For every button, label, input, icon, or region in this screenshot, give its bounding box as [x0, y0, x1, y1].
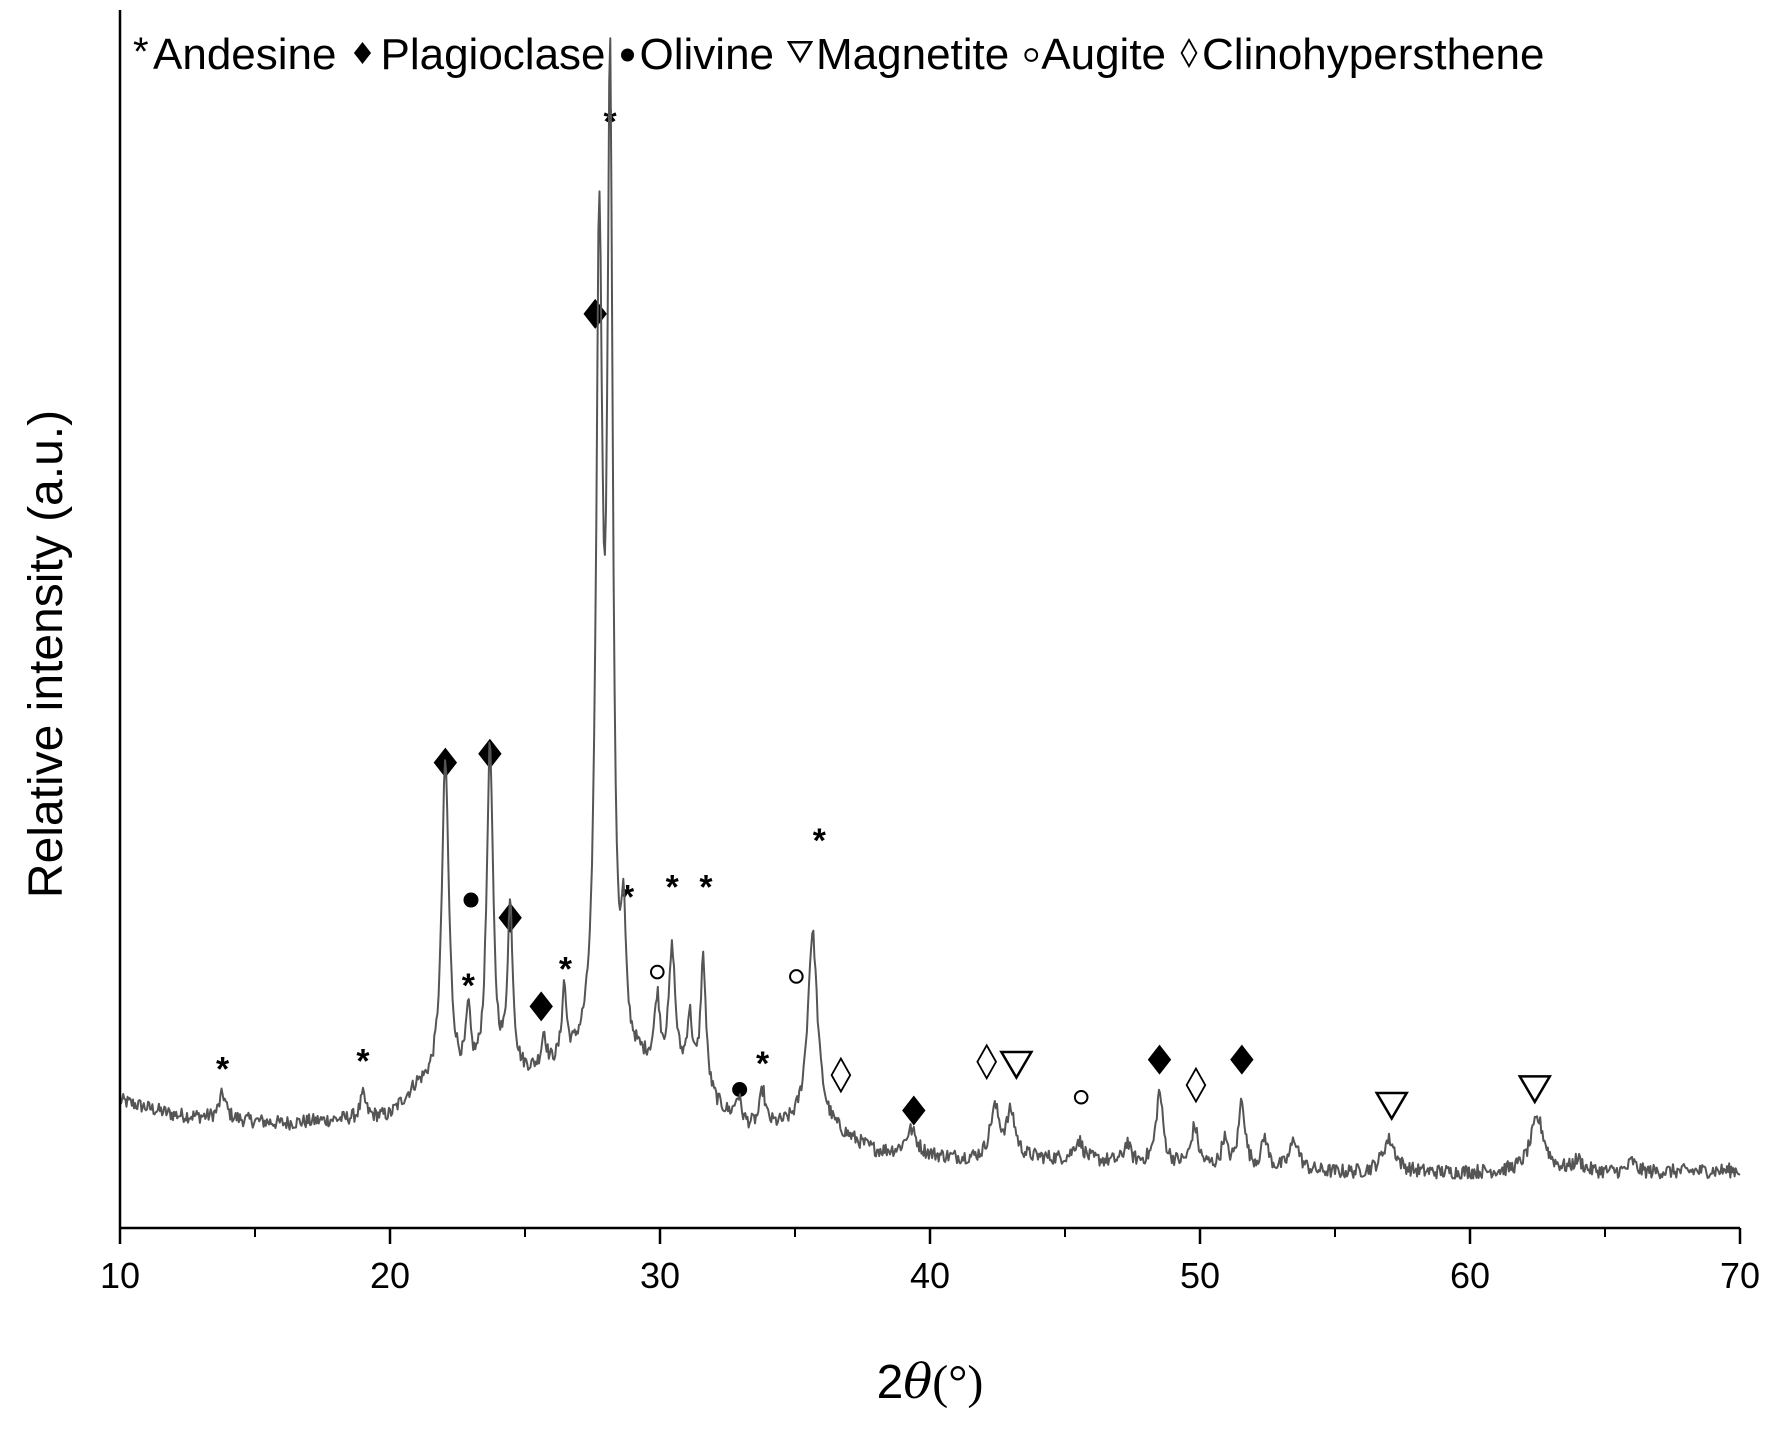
peak-marker-asterisk: *	[756, 1045, 770, 1083]
x-tick-label: 40	[910, 1255, 950, 1296]
peak-marker-filled-circle	[463, 892, 479, 908]
series-line-xrd-pattern	[119, 37, 1741, 1180]
legend-entry: Plagioclase	[353, 30, 606, 79]
x-axis-ticks: 10 20 30 40 50 60 70	[100, 1228, 1760, 1296]
peak-marker-asterisk: *	[813, 822, 827, 860]
legend-entry: * Andesine	[133, 30, 336, 79]
y-axis-title: Relative intensity (a.u.)	[20, 410, 73, 898]
peak-marker-open-diamond	[1185, 1066, 1207, 1104]
peak-marker-asterisk: *	[356, 1043, 370, 1081]
peak-marker-open-triangle-down	[1374, 1091, 1409, 1121]
legend-label: Plagioclase	[380, 30, 605, 79]
legend-label: Augite	[1041, 30, 1166, 79]
legend-label: Magnetite	[816, 30, 1009, 79]
peak-marker-open-triangle-down	[999, 1050, 1034, 1080]
x-tick-label: 20	[370, 1255, 410, 1296]
legend: * Andesine Plagioclase Olivine Magnetite Augi…	[133, 30, 1544, 79]
peak-marker-open-diamond	[976, 1043, 998, 1081]
peak-marker-asterisk: *	[666, 869, 680, 907]
peak-marker-filled-diamond	[529, 991, 553, 1022]
legend-symbol-open-circle	[1024, 48, 1039, 62]
x-axis-title-unit: (°)	[932, 1356, 983, 1409]
peak-marker-open-circle	[789, 969, 804, 984]
legend-entry: Clinohypersthene	[1180, 30, 1544, 79]
x-tick-label: 30	[640, 1255, 680, 1296]
legend-entry: Magnetite	[786, 30, 1009, 79]
x-tick-label: 60	[1450, 1255, 1490, 1296]
x-axis-title-prefix: 2	[877, 1356, 904, 1409]
x-axis-title: 2θ(°)	[877, 1354, 984, 1410]
peak-marker-asterisk: *	[699, 869, 713, 907]
peak-marker-filled-diamond	[902, 1095, 926, 1126]
legend-label: Andesine	[153, 30, 336, 79]
legend-label: Olivine	[640, 30, 775, 79]
peak-marker-asterisk: *	[462, 967, 476, 1005]
legend-symbol-filled-diamond	[353, 42, 372, 64]
peak-marker-filled-diamond	[1230, 1044, 1254, 1075]
legend-label: Clinohypersthene	[1202, 30, 1544, 79]
x-tick-label: 10	[100, 1255, 140, 1296]
legend-symbol-filled-circle	[621, 48, 635, 62]
peak-marker-asterisk: *	[216, 1050, 230, 1088]
legend-symbol-asterisk: *	[133, 30, 149, 74]
legend-entry: Olivine	[621, 30, 774, 79]
peak-marker-open-circle	[1073, 1089, 1089, 1105]
legend-entry: Augite	[1024, 30, 1166, 79]
peak-marker-open-triangle-down	[1517, 1075, 1552, 1105]
peak-marker-filled-circle	[732, 1082, 748, 1097]
peak-marker-filled-diamond	[583, 298, 607, 329]
x-tick-label: 70	[1720, 1255, 1760, 1296]
peak-marker-open-diamond	[830, 1056, 852, 1094]
legend-symbol-open-diamond	[1180, 37, 1198, 69]
legend-symbol-open-triangle-down	[786, 40, 814, 64]
peak-marker-asterisk: *	[559, 951, 573, 989]
peak-markers: * ** *** * ***	[216, 103, 1552, 1126]
x-axis-title-symbol: θ	[903, 1354, 932, 1410]
x-tick-label: 50	[1180, 1255, 1220, 1296]
peak-marker-open-circle	[650, 964, 665, 980]
peak-marker-filled-diamond	[1147, 1044, 1172, 1075]
peak-marker-filled-diamond	[498, 902, 522, 933]
